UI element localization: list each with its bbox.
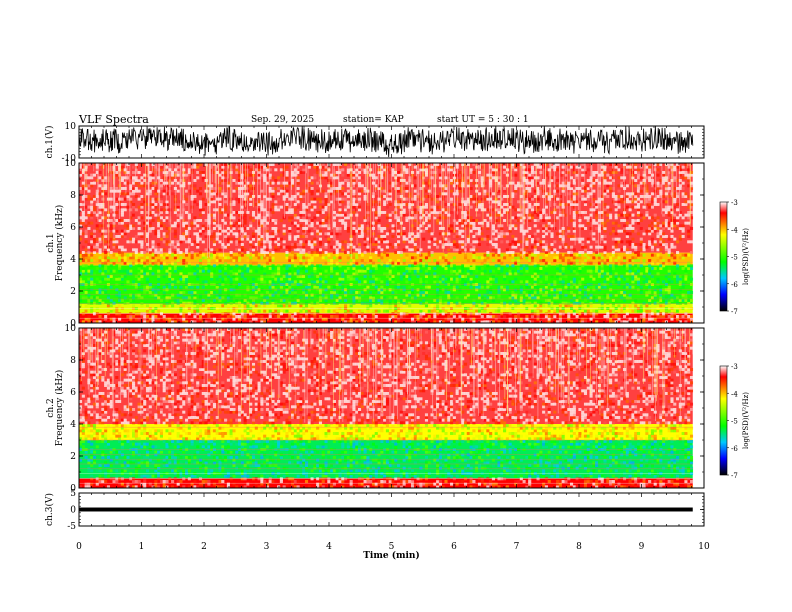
y-tick-label: 4	[70, 255, 76, 265]
y-tick-label: -5	[67, 522, 76, 532]
colorbar-tick-label: -6	[731, 281, 738, 289]
colorbar-tick-label: -5	[731, 254, 738, 262]
ch1-colorbar	[719, 201, 728, 312]
y-tick-label: 0	[70, 319, 76, 329]
y-tick-label: 5	[70, 489, 76, 499]
x-tick-label: 10	[698, 542, 710, 552]
x-tick-label: 9	[639, 542, 645, 552]
y-tick-label: 8	[70, 191, 76, 201]
y-tick-label: 2	[70, 287, 76, 297]
colorbar-tick-label: -3	[731, 199, 738, 207]
colorbar-tick-label: -7	[731, 308, 738, 316]
colorbar-label: log(PSD)(V²/Hz)	[742, 392, 750, 449]
y-tick-label: 6	[70, 388, 76, 398]
y-tick-label: 4	[70, 420, 76, 430]
y-tick-label: 0	[70, 506, 76, 516]
y-tick-label: 10	[65, 324, 77, 334]
y-axis-label: Frequency (kHz)	[54, 205, 65, 282]
x-tick-label: 4	[326, 542, 332, 552]
colorbar-tick-label: -7	[731, 472, 738, 480]
y-axis-label: ch.3(V)	[44, 493, 55, 526]
station-label: station= KAP	[343, 115, 404, 125]
colorbar-tick-label: -3	[731, 363, 738, 371]
date-label: Sep. 29, 2025	[251, 115, 315, 125]
ch2-spectrogram	[79, 328, 694, 489]
x-tick-label: 3	[264, 542, 270, 552]
y-tick-label: 0	[70, 484, 76, 494]
colorbar-label: log(PSD)(V²/Hz)	[742, 228, 750, 285]
data-layer	[78, 125, 694, 512]
y-tick-label: 10	[65, 122, 77, 132]
start-time-label: start UT = 5 : 30 : 1	[437, 115, 529, 125]
y-axis-label: Frequency (kHz)	[54, 370, 65, 447]
colorbar-tick-label: -5	[731, 418, 738, 426]
ch1-waveform-line	[78, 125, 694, 158]
x-tick-label: 5	[389, 542, 395, 552]
ch3-waveform-band	[79, 507, 693, 512]
y-tick-label: 6	[70, 223, 76, 233]
x-tick-label: 6	[451, 542, 457, 552]
y-tick-label: -10	[62, 154, 77, 164]
axes-layer	[78, 125, 729, 527]
colorbar-tick-label: -4	[731, 226, 738, 234]
y-tick-label: 10	[65, 159, 77, 169]
y-axis-channel-label: ch.2	[46, 398, 56, 417]
ch1-spectrogram	[79, 163, 694, 324]
y-axis-channel-label: ch.1	[46, 233, 56, 252]
x-tick-label: 8	[576, 542, 582, 552]
colorbar-tick-label: -6	[731, 445, 738, 453]
x-tick-label: 2	[201, 542, 207, 552]
x-tick-label: 7	[514, 542, 520, 552]
ch2-colorbar	[719, 365, 728, 476]
x-tick-label: 1	[139, 542, 145, 552]
y-axis-label: ch.1(V)	[44, 126, 55, 159]
x-tick-label: 0	[76, 542, 82, 552]
colorbar-tick-label: -4	[731, 390, 738, 398]
chart-title: VLF Spectra	[79, 113, 149, 126]
x-axis-label: Time (min)	[363, 550, 420, 561]
y-tick-label: 2	[70, 452, 76, 462]
y-tick-label: 8	[70, 356, 76, 366]
